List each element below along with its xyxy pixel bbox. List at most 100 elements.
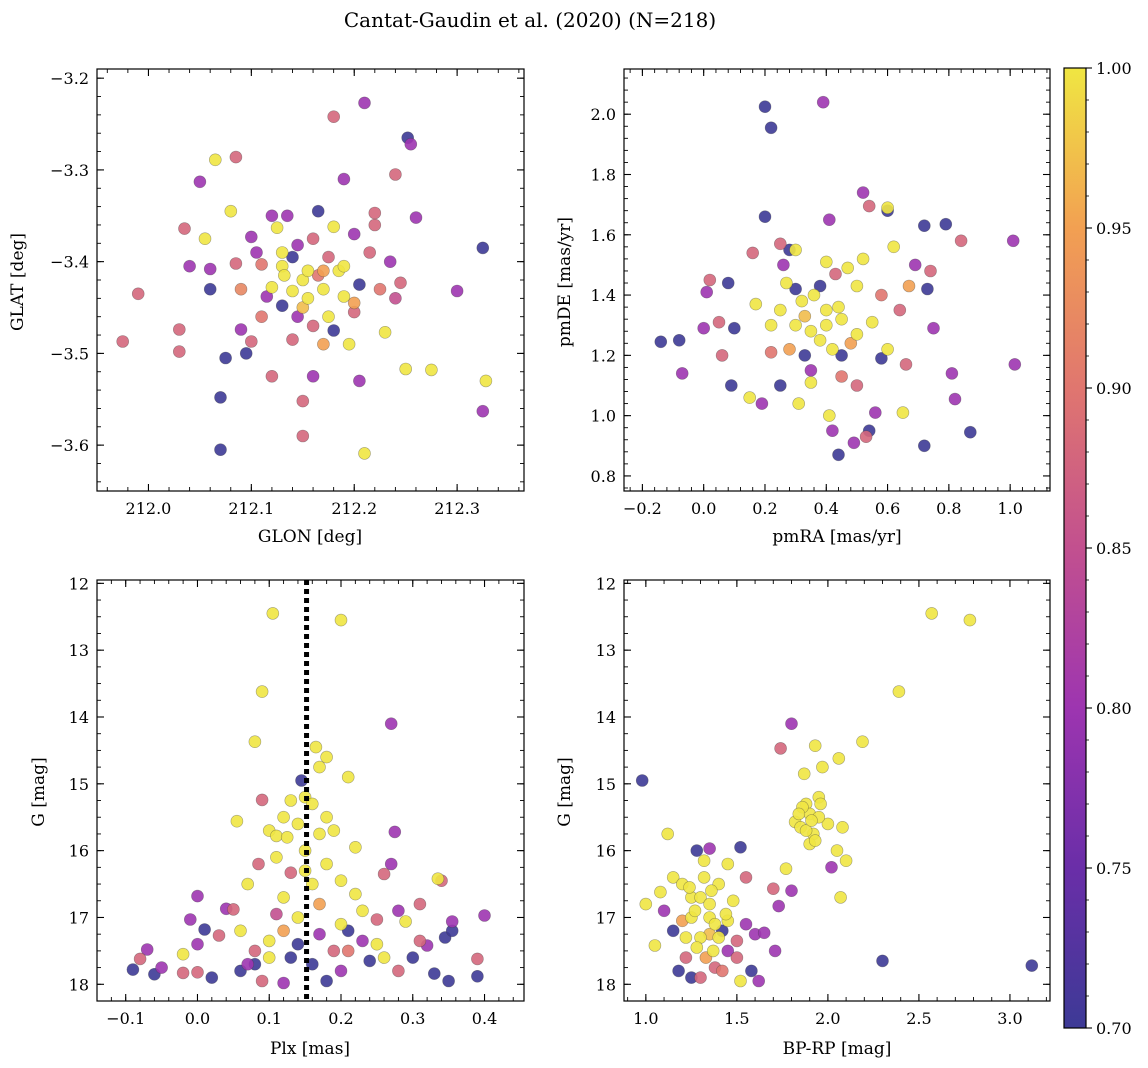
x-tick-label: 1.0 bbox=[633, 1009, 658, 1028]
data-point bbox=[917, 439, 931, 453]
data-point bbox=[155, 961, 168, 974]
data-point bbox=[317, 264, 330, 278]
data-point bbox=[835, 349, 848, 362]
data-point bbox=[727, 321, 741, 335]
data-point bbox=[850, 379, 864, 392]
figure-title: Cantat-Gaudin et al. (2020) (N=218) bbox=[344, 8, 716, 32]
data-point bbox=[712, 315, 726, 329]
data-point bbox=[203, 262, 217, 276]
data-point bbox=[841, 261, 855, 275]
data-point bbox=[349, 887, 362, 901]
data-point bbox=[284, 794, 298, 807]
data-point bbox=[697, 871, 711, 884]
data-point bbox=[191, 937, 204, 951]
y-tick-label: 14 bbox=[596, 708, 616, 727]
data-point bbox=[829, 267, 842, 281]
data-point bbox=[739, 917, 753, 931]
data-point bbox=[219, 351, 232, 365]
data-point bbox=[789, 318, 802, 332]
data-point bbox=[353, 374, 366, 388]
y-tick-label: 16 bbox=[69, 842, 89, 861]
axes-frame bbox=[96, 68, 525, 492]
x-tick-label: −0.2 bbox=[623, 499, 662, 518]
data-point bbox=[383, 255, 397, 269]
data-point bbox=[266, 607, 280, 620]
data-point bbox=[131, 287, 145, 301]
data-point bbox=[214, 443, 227, 457]
data-point bbox=[764, 121, 778, 135]
data-point bbox=[370, 937, 384, 951]
colorbar-tick-label: 0.90 bbox=[1096, 379, 1132, 398]
data-point bbox=[212, 929, 226, 942]
data-point bbox=[479, 374, 493, 388]
data-point bbox=[700, 285, 714, 299]
data-point bbox=[277, 976, 290, 990]
data-point bbox=[337, 172, 351, 186]
data-point bbox=[198, 232, 212, 245]
data-point bbox=[789, 243, 802, 257]
x-tick-label: 2.0 bbox=[815, 1009, 840, 1028]
data-point bbox=[654, 335, 668, 349]
data-point bbox=[313, 827, 326, 841]
data-point bbox=[471, 969, 484, 983]
data-point bbox=[370, 913, 384, 926]
x-axis-label: GLON [deg] bbox=[258, 527, 362, 547]
data-point bbox=[774, 742, 787, 755]
data-point bbox=[764, 318, 778, 332]
y-tick-label: 12 bbox=[69, 574, 89, 593]
data-point bbox=[679, 931, 693, 944]
data-point bbox=[260, 290, 274, 303]
data-point bbox=[377, 867, 391, 881]
data-point bbox=[881, 201, 894, 214]
panel-parallax-magnitude: −0.1 0.0 0.1 0.2 0.3 0.4 12 13 14 15 16 17 18 Plx [m… bbox=[29, 574, 525, 1059]
x-tick-label: 0.2 bbox=[752, 499, 777, 518]
data-point bbox=[317, 337, 330, 351]
data-point bbox=[706, 944, 720, 958]
data-point bbox=[322, 310, 335, 324]
data-point bbox=[672, 333, 686, 347]
data-point bbox=[471, 952, 484, 966]
y-tick-label: −3.2 bbox=[50, 69, 89, 88]
colorbar: 0.70 0.75 0.80 0.85 0.90 0.95 1.00 bbox=[1063, 59, 1132, 1038]
data-point bbox=[388, 825, 402, 839]
colorbar-tick-label: 0.85 bbox=[1096, 539, 1132, 558]
colorbar-tick-label: 0.80 bbox=[1096, 699, 1132, 718]
y-tick-label: 1.4 bbox=[591, 286, 616, 305]
x-tick-label: 212.1 bbox=[228, 499, 274, 518]
data-point bbox=[819, 255, 833, 269]
data-point bbox=[277, 810, 290, 824]
data-point bbox=[358, 447, 371, 460]
y-tick-label: 17 bbox=[69, 908, 89, 927]
data-point bbox=[887, 240, 901, 254]
data-point bbox=[183, 259, 196, 273]
data-point bbox=[327, 220, 341, 234]
data-point bbox=[683, 881, 696, 894]
data-point bbox=[291, 310, 304, 324]
data-point bbox=[193, 175, 207, 189]
data-point bbox=[173, 345, 186, 358]
data-point bbox=[839, 854, 853, 868]
data-point bbox=[363, 246, 377, 259]
data-point bbox=[844, 336, 858, 350]
data-point bbox=[925, 607, 939, 620]
data-point bbox=[442, 974, 455, 988]
data-point bbox=[1008, 358, 1022, 371]
data-point bbox=[814, 797, 827, 811]
y-tick-label: 1.8 bbox=[591, 166, 616, 185]
data-point bbox=[399, 915, 412, 928]
data-point bbox=[431, 872, 445, 886]
data-point bbox=[697, 321, 711, 335]
data-point bbox=[445, 915, 459, 928]
data-point bbox=[657, 904, 671, 918]
y-tick-label: 1.2 bbox=[591, 346, 616, 365]
data-point bbox=[248, 944, 262, 958]
data-point bbox=[721, 944, 735, 958]
data-point bbox=[712, 931, 726, 944]
data-point bbox=[262, 951, 276, 964]
data-point bbox=[286, 284, 299, 298]
data-point bbox=[777, 258, 790, 272]
data-point bbox=[672, 964, 685, 978]
data-point bbox=[322, 250, 335, 264]
data-point bbox=[409, 211, 423, 224]
data-point bbox=[317, 282, 330, 296]
